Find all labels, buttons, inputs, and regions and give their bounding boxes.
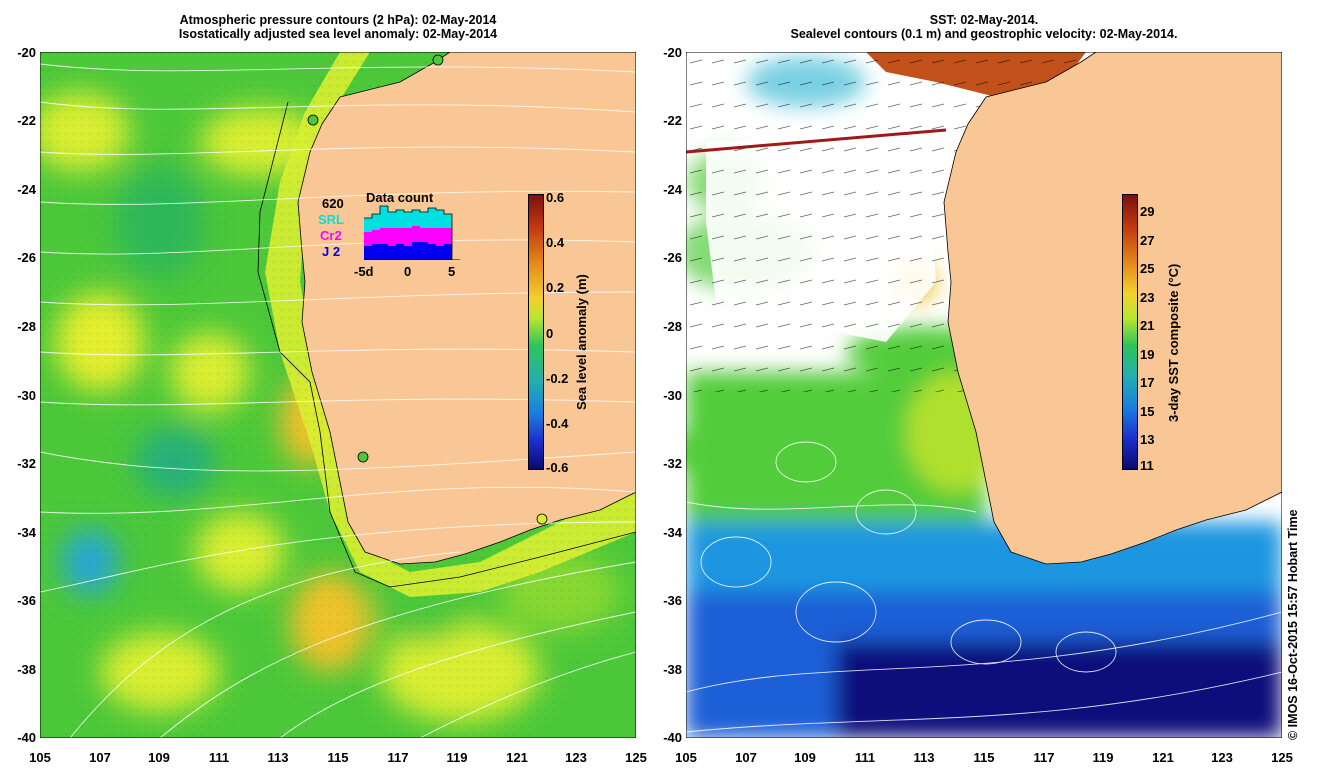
right-lon-tick: 109 [794, 750, 816, 765]
left-lon-tick: 107 [89, 750, 111, 765]
sla-tick: 0.2 [546, 280, 565, 295]
left-lon-tick: 117 [387, 750, 409, 765]
left-lat-tick: -20 [17, 45, 36, 60]
sst-tick: 27 [1140, 233, 1155, 248]
sla-tick: 0 [546, 326, 554, 341]
right-lat-tick: -34 [663, 525, 682, 540]
satellite-track [686, 128, 947, 154]
sla-tick: -0.6 [546, 460, 569, 475]
right-lat-tick: -40 [663, 730, 682, 745]
inset-xtick: -5d [354, 264, 374, 279]
sst-field [686, 57, 1282, 738]
sst-tick: 25 [1140, 261, 1155, 276]
left-lon-tick: 119 [446, 750, 468, 765]
data-count-title: Data count [366, 190, 434, 205]
sla-colorbar [528, 194, 544, 470]
legend-srl: SRL [318, 212, 344, 227]
left-lon-tick: 115 [327, 750, 349, 765]
right-lat-tick: -28 [663, 319, 682, 334]
left-lat-tick: -30 [17, 388, 36, 403]
sst-tick: 19 [1140, 347, 1155, 362]
left-title-1: Atmospheric pressure contours (2 hPa): 0… [179, 13, 497, 27]
right-lon-tick: 107 [735, 750, 757, 765]
right-lat-tick: -38 [663, 662, 682, 677]
left-lon-tick: 125 [625, 750, 647, 765]
right-lon-tick: 111 [854, 750, 876, 765]
right-lon-tick: 105 [675, 750, 697, 765]
sst-tick: 17 [1140, 375, 1155, 390]
legend-cr2: Cr2 [320, 228, 342, 243]
inset-xtick: 5 [448, 264, 456, 279]
sea-level-anomaly-map[interactable] [40, 52, 636, 738]
australia-land [297, 52, 636, 565]
right-lat-tick: -36 [663, 593, 682, 608]
left-lat-tick: -34 [17, 525, 36, 540]
sla-tick: -0.2 [546, 371, 569, 386]
right-lon-tick: 119 [1092, 750, 1114, 765]
left-lat-tick: -24 [17, 182, 36, 197]
right-lon-tick: 115 [973, 750, 995, 765]
left-lat-tick: -40 [17, 730, 36, 745]
right-title-2: Sealevel contours (0.1 m) and geostrophi… [790, 27, 1178, 41]
sla-tick: -0.4 [546, 416, 569, 431]
right-lat-tick: -22 [663, 113, 682, 128]
sla-tick: 0.6 [546, 190, 565, 205]
sst-tick: 11 [1140, 458, 1154, 473]
sst-tick: 15 [1140, 404, 1155, 419]
left-lat-tick: -22 [17, 113, 36, 128]
data-count-inset: Data count 620 SRL Cr2 J 2 -5d 0 5 [318, 190, 472, 285]
sst-colorbar [1122, 194, 1138, 470]
right-title-1: SST: 02-May-2014. [929, 13, 1039, 27]
right-lat-tick: -32 [663, 456, 682, 471]
left-lon-tick: 113 [267, 750, 289, 765]
right-lon-tick: 125 [1271, 750, 1293, 765]
sst-tick: 23 [1140, 290, 1155, 305]
sla-colorbar-label: Sea level anomaly (m) [574, 274, 589, 410]
right-lat-tick: -30 [663, 388, 682, 403]
data-count-bars [364, 205, 460, 260]
left-lon-tick: 123 [565, 750, 587, 765]
left-lon-tick: 111 [208, 750, 230, 765]
tide-gauge-marker [536, 513, 548, 525]
sst-tick: 21 [1140, 318, 1155, 333]
left-lon-tick: 121 [506, 750, 528, 765]
left-map-frame[interactable]: Data count 620 SRL Cr2 J 2 -5d 0 5 [40, 52, 636, 738]
legend-620: 620 [322, 196, 344, 211]
left-lat-tick: -26 [17, 250, 36, 265]
tide-gauge-marker [432, 54, 444, 66]
right-lat-tick: -26 [663, 250, 682, 265]
left-lon-tick: 109 [148, 750, 170, 765]
right-lat-tick: -20 [663, 45, 682, 60]
pressure-contours [40, 63, 636, 738]
tide-gauge-marker [357, 451, 369, 463]
shelf-contour [257, 101, 636, 588]
sealevel-contours [686, 441, 1282, 733]
australia-land [943, 52, 1282, 565]
right-lat-tick: -24 [663, 182, 682, 197]
right-lon-tick: 117 [1033, 750, 1055, 765]
sla-tick: 0.4 [546, 235, 565, 250]
sst-tick: 13 [1140, 432, 1155, 447]
left-lon-tick: 105 [29, 750, 51, 765]
left-lat-tick: -28 [17, 319, 36, 334]
left-lat-tick: -32 [17, 456, 36, 471]
right-map-frame[interactable]: 29 27 25 23 21 19 17 15 13 11 3-day SST … [686, 52, 1282, 738]
imos-credit: © IMOS 16-Oct-2015 15:57 Hobart Time [1286, 509, 1300, 740]
sst-colorbar-label: 3-day SST composite (°C) [1166, 263, 1181, 422]
legend-j2: J 2 [322, 244, 341, 259]
inset-xtick: 0 [404, 264, 412, 279]
sst-tick: 29 [1140, 204, 1155, 219]
left-title-2: Isostatically adjusted sea level anomaly… [178, 27, 498, 41]
sst-map[interactable] [686, 52, 1282, 738]
left-lat-tick: -38 [17, 662, 36, 677]
right-lon-tick: 113 [913, 750, 935, 765]
tide-gauge-marker [307, 114, 319, 126]
left-lat-tick: -36 [17, 593, 36, 608]
right-lon-tick: 123 [1211, 750, 1233, 765]
right-lon-tick: 121 [1152, 750, 1174, 765]
